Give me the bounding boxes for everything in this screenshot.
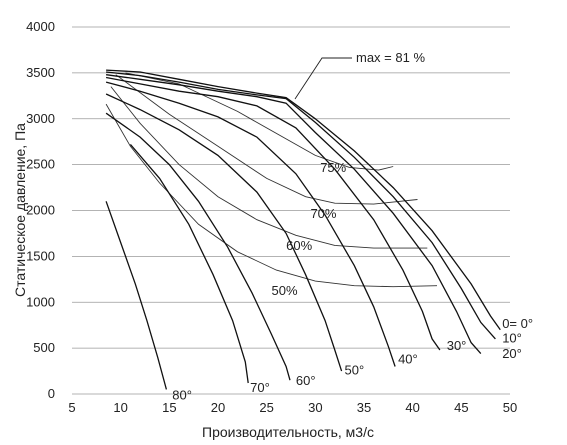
y-tick-label: 1000 — [26, 294, 55, 309]
fan-curve — [106, 74, 482, 355]
y-tick-label: 500 — [33, 340, 55, 355]
y-tick-label: 1500 — [26, 248, 55, 263]
fan-curve — [105, 81, 396, 367]
y-axis-title: Статическое давление, Па — [12, 123, 28, 297]
curve-label: 10° — [502, 331, 522, 346]
x-tick-label: 20 — [211, 400, 225, 415]
y-tick-label: 0 — [48, 386, 55, 401]
efficiency-label: 70% — [310, 206, 336, 221]
x-tick-label: 10 — [113, 400, 127, 415]
efficiency-label: 60% — [286, 238, 312, 253]
curve-label: 0= 0° — [502, 316, 533, 331]
fan-curve — [106, 69, 501, 331]
fan-curve — [106, 71, 496, 340]
y-tick-label: 2000 — [26, 203, 55, 218]
fan-curve — [105, 112, 291, 381]
y-tick-label: 3000 — [26, 111, 55, 126]
curve-label: 60° — [296, 373, 316, 388]
efficiency-curve — [110, 86, 428, 249]
max-efficiency-annotation: max = 81 % — [356, 50, 425, 65]
fan-curve — [105, 201, 168, 390]
tick-labels: 0 500 1000 1500 2000 2500 3000 3500 4000 5 10 15 20 2… — [26, 19, 517, 415]
curve-label: 20° — [502, 346, 522, 361]
curve-label: 70° — [250, 380, 270, 395]
efficiency-curve — [105, 103, 438, 288]
curve-label: 30° — [447, 338, 467, 353]
efficiency-curves — [105, 72, 438, 288]
curve-labels: 75% 70% 60% 50% 0= 0°10°20° 30° 40° 50° 60° 70° 80… — [172, 160, 533, 403]
x-tick-label: 25 — [259, 400, 273, 415]
grid — [72, 26, 510, 395]
efficiency-label: 75% — [320, 160, 346, 175]
fan-curves — [105, 69, 501, 390]
fan-curve — [105, 76, 441, 351]
y-tick-label: 2500 — [26, 157, 55, 172]
curve-label: 50° — [345, 363, 365, 378]
curve-label: 80° — [172, 388, 192, 403]
x-tick-label: 50 — [503, 400, 517, 415]
efficiency-label: 50% — [272, 283, 298, 298]
y-tick-label: 3500 — [26, 65, 55, 80]
x-tick-label: 5 — [68, 400, 75, 415]
fan-curve — [129, 143, 249, 384]
x-tick-label: 35 — [357, 400, 371, 415]
x-tick-label: 40 — [405, 400, 419, 415]
x-tick-label: 45 — [454, 400, 468, 415]
x-axis-title: Производительность, м3/с — [202, 424, 374, 440]
max-efficiency-leader — [294, 57, 352, 100]
x-tick-label: 30 — [308, 400, 322, 415]
curve-label: 40° — [398, 352, 418, 367]
x-tick-label: 15 — [162, 400, 176, 415]
y-tick-label: 4000 — [26, 19, 55, 34]
efficiency-curve — [115, 74, 418, 205]
fan-curve — [105, 93, 343, 372]
